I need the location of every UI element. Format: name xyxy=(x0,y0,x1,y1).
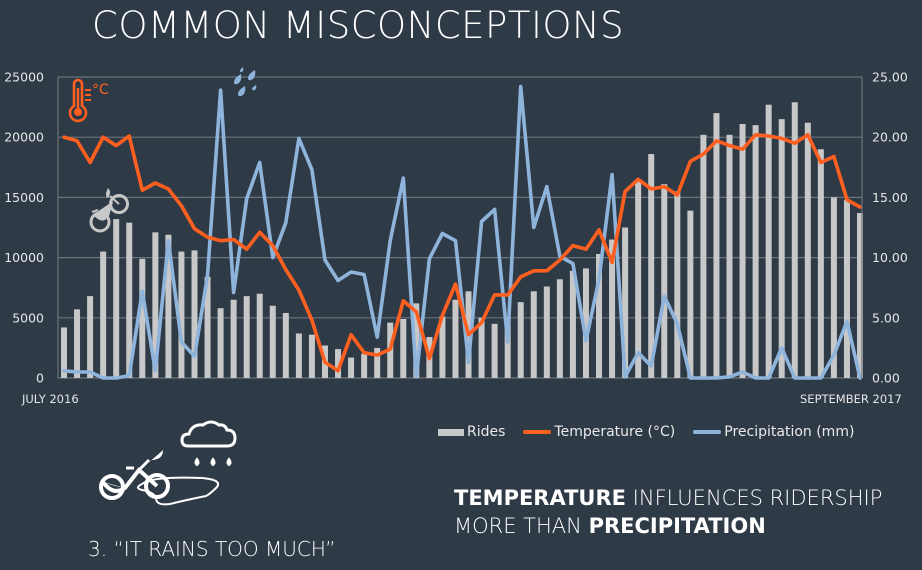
left-axis-tick-label: 25000 xyxy=(4,70,44,85)
rides-bar xyxy=(791,102,798,378)
rides-bar xyxy=(374,347,381,378)
right-axis-tick-label: 0.00 xyxy=(872,371,900,386)
legend-item-precipitation: Precipitation (mm) xyxy=(693,424,854,440)
bike-in-rain-icon xyxy=(99,420,237,506)
rides-bar xyxy=(543,286,550,378)
legend-item-rides: Rides xyxy=(438,424,505,440)
rides-bar xyxy=(700,134,707,378)
rides-bar xyxy=(282,312,289,378)
takeaway-line-2-rest: MORE THAN xyxy=(454,514,589,538)
rides-bar xyxy=(635,180,642,378)
rides-bar xyxy=(517,302,524,378)
legend-item-temperature: Temperature (°C) xyxy=(523,424,675,440)
rides-bar xyxy=(100,251,107,378)
rides-bar xyxy=(400,319,407,378)
rides-bar xyxy=(152,232,159,378)
rides-bar xyxy=(569,270,576,378)
right-axis-tick-label: 10.00 xyxy=(872,250,908,265)
takeaway-bold-precipitation: PRECIPITATION xyxy=(588,514,766,538)
rides-bar xyxy=(113,219,120,378)
right-axis-tick-label: 15.00 xyxy=(872,190,908,205)
rides-bar xyxy=(217,308,224,378)
rides-bar xyxy=(622,227,629,378)
rides-bar xyxy=(439,316,446,378)
rides-bar xyxy=(139,258,146,378)
legend-swatch-rides xyxy=(438,428,464,436)
rides-bar xyxy=(504,317,511,378)
rides-bar xyxy=(335,349,342,378)
rides-bar xyxy=(843,199,850,378)
rides-bar xyxy=(491,323,498,378)
rides-bar xyxy=(582,268,589,378)
rides-bar xyxy=(674,191,681,378)
rides-bar xyxy=(778,119,785,378)
precipitation-line xyxy=(62,84,862,380)
takeaway-bold-temperature: TEMPERATURE xyxy=(454,486,626,510)
rides-bar xyxy=(687,210,694,378)
right-axis-tick-label: 25.00 xyxy=(872,70,908,85)
rides-bar xyxy=(609,239,616,378)
rides-bar xyxy=(857,213,863,378)
rides-bar xyxy=(308,334,315,378)
left-axis-tick-label: 10000 xyxy=(4,250,44,265)
legend-swatch-precipitation xyxy=(693,430,722,434)
rides-bar xyxy=(269,305,276,378)
right-axis-tick-label: 5.00 xyxy=(872,310,900,325)
takeaway-line-1: TEMPERATURE INFLUENCES RIDERSHIP xyxy=(454,484,882,512)
rides-bar xyxy=(256,293,263,378)
rides-bar xyxy=(87,296,94,378)
rides-bar xyxy=(348,357,355,378)
rides-bar xyxy=(478,317,485,378)
x-start-label: JULY 2016 xyxy=(21,392,79,406)
rides-bar xyxy=(530,291,537,378)
rides-bar xyxy=(74,309,81,378)
rides-bar xyxy=(178,251,185,378)
rides-bar xyxy=(817,149,824,378)
celsius-label: °C xyxy=(92,82,109,98)
rides-bar xyxy=(204,276,211,378)
temperature-line xyxy=(62,133,862,373)
rides-bar xyxy=(230,299,237,378)
x-end-label: SEPTEMBER 2017 xyxy=(800,392,902,406)
rides-bar xyxy=(804,122,811,378)
bike-icon xyxy=(89,188,129,233)
rides-bar xyxy=(243,296,250,378)
left-axis-tick-label: 15000 xyxy=(4,190,44,205)
rides-temperature-precipitation-chart: 0 0.00 5000 5.00 10000 10.00 15000 15.00 20000 20… xyxy=(4,70,908,407)
rides-bar xyxy=(752,125,759,378)
takeaway-line-1-rest: INFLUENCES RIDERSHIP xyxy=(626,486,883,510)
page-title: COMMON MISCONCEPTIONS xyxy=(92,4,625,47)
rides-bar xyxy=(830,197,837,378)
raindrops-icon xyxy=(234,67,257,97)
takeaway-line-2: MORE THAN PRECIPITATION xyxy=(454,512,882,540)
right-axis-tick-label: 20.00 xyxy=(872,130,908,145)
rides-bar xyxy=(661,184,668,378)
thermometer-icon: °C xyxy=(68,78,109,123)
left-axis-tick-label: 5000 xyxy=(12,310,44,325)
left-axis-tick-label: 20000 xyxy=(4,130,44,145)
rides-bar xyxy=(126,222,133,378)
rides-bar xyxy=(765,104,772,378)
rides-bar xyxy=(61,327,67,378)
rides-bar xyxy=(596,253,603,378)
legend-label-temperature: Temperature (°C) xyxy=(554,424,676,440)
legend-label-rides: Rides xyxy=(467,424,506,440)
rides-bar xyxy=(295,333,302,378)
rides-bar xyxy=(556,279,563,378)
rides-bar xyxy=(361,353,368,378)
rides-bar xyxy=(648,154,655,378)
legend-swatch-temperature xyxy=(523,430,552,434)
rides-bar xyxy=(713,113,720,379)
legend-label-precipitation: Precipitation (mm) xyxy=(724,424,855,440)
misconception-caption: 3. “IT RAINS TOO MUCH” xyxy=(88,537,336,561)
rides-bar xyxy=(726,134,733,378)
rides-bar xyxy=(413,303,420,378)
rides-bar xyxy=(739,123,746,379)
left-axis-tick-label: 0 xyxy=(36,371,44,386)
rides-bar xyxy=(452,299,459,378)
rides-bar xyxy=(165,234,172,378)
takeaway-text: TEMPERATURE INFLUENCES RIDERSHIP MORE TH… xyxy=(454,484,882,540)
chart-legend: Rides Temperature (°C) Precipitation (mm… xyxy=(438,424,872,440)
rides-bar xyxy=(191,250,198,378)
